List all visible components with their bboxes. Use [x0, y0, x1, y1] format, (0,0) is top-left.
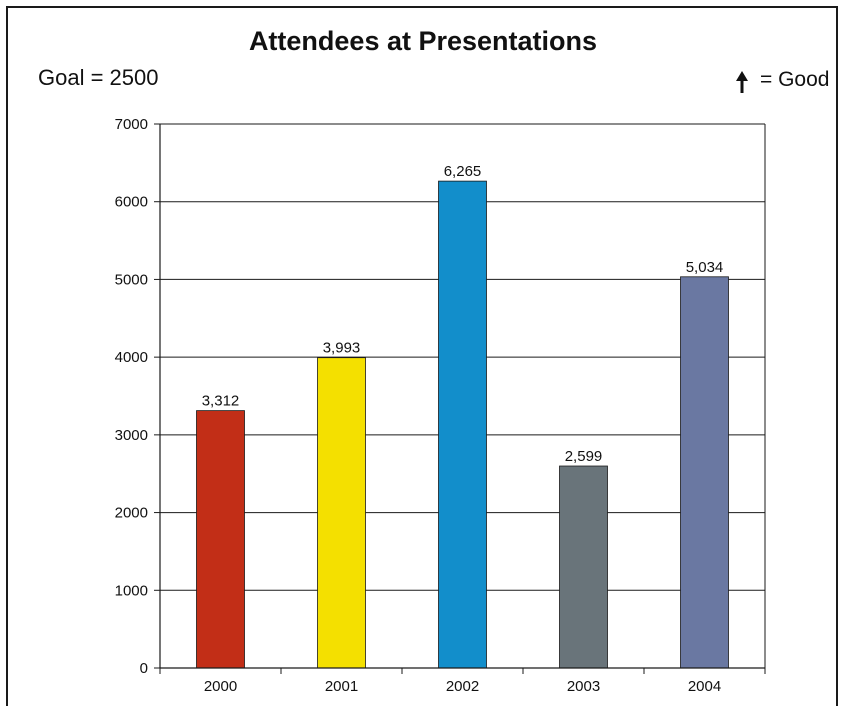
y-tick-label: 2000 [115, 505, 148, 522]
data-label-2001: 3,993 [323, 340, 361, 357]
y-tick-label: 1000 [115, 582, 148, 599]
bar-2000 [196, 410, 245, 669]
y-tick-label: 3000 [115, 427, 148, 444]
y-tick-label: 7000 [115, 116, 148, 133]
direction-legend-text: = Good [760, 68, 830, 91]
data-label-2000: 3,312 [202, 393, 240, 410]
bars [196, 180, 729, 669]
bar-2003 [559, 465, 608, 669]
x-tick-label: 2000 [204, 678, 237, 695]
x-tick-label: 2002 [446, 678, 479, 695]
data-label-2004: 5,034 [686, 259, 724, 276]
x-tick-label: 2003 [567, 678, 600, 695]
labels: 0 1000 2000 3000 4000 5000 6000 7000 3,312 2000 3,… [115, 116, 724, 695]
y-tick-label: 0 [140, 660, 148, 677]
x-tick-label: 2001 [325, 678, 358, 695]
x-tick-label: 2004 [688, 678, 721, 695]
data-label-2002: 6,265 [444, 163, 482, 180]
bar-2002 [438, 180, 487, 669]
up-arrow-icon [736, 71, 748, 93]
bar-2004 [680, 276, 729, 669]
y-tick-label: 4000 [115, 349, 148, 366]
bar-2001 [317, 357, 366, 669]
axes [154, 123, 766, 674]
y-tick-label: 5000 [115, 271, 148, 288]
y-tick-label: 6000 [115, 194, 148, 211]
chart-title: Attendees at Presentations [248, 26, 598, 56]
data-label-2003: 2,599 [565, 448, 603, 465]
goal-label: Goal = 2500 [38, 65, 159, 90]
